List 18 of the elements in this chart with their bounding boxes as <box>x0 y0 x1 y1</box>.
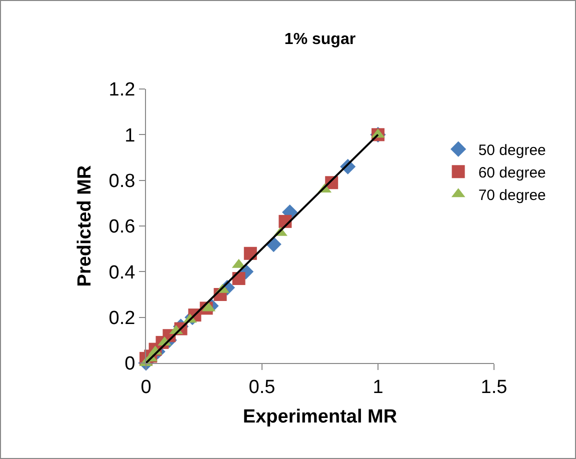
x-tick-label: 1 <box>372 376 384 398</box>
x-tick-label: 0.5 <box>248 376 276 398</box>
legend-label: 50 degree <box>478 142 546 159</box>
legend-label: 60 degree <box>478 164 546 182</box>
y-tick-label: 0.4 <box>108 262 136 284</box>
y-tick-label: 1 <box>124 125 136 146</box>
chart-title: 1% sugar <box>284 31 356 48</box>
x-axis-title: Experimental MR <box>242 406 398 428</box>
y-tick-label: 0.6 <box>108 216 136 238</box>
y-tick-label: 0.2 <box>108 308 136 329</box>
x-tick-label: 1.5 <box>480 376 508 398</box>
x-tick-label: 0 <box>140 376 152 398</box>
y-axis-title: Predicted MR <box>74 165 96 287</box>
point <box>232 272 246 286</box>
y-tick-label: 1.2 <box>108 80 136 101</box>
y-tick-label: 0 <box>124 354 136 375</box>
y-tick-label: 0.8 <box>108 170 136 192</box>
legend-label: 70 degree <box>478 186 546 204</box>
